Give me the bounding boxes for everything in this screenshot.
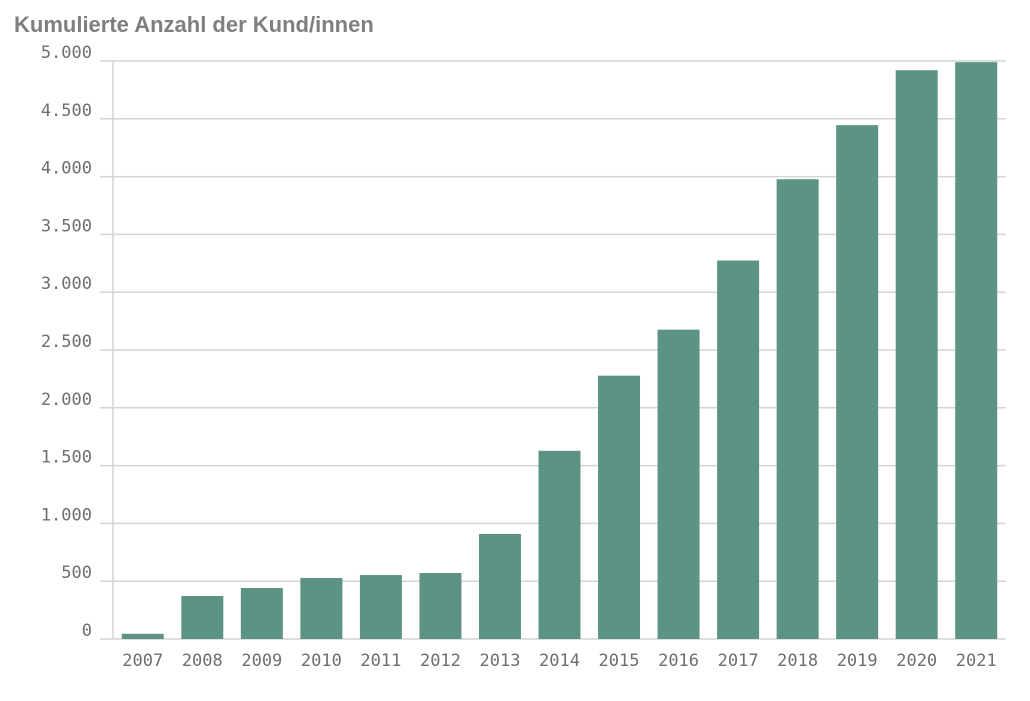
x-tick-label: 2018: [777, 651, 818, 671]
x-tick-label: 2009: [241, 651, 282, 671]
y-tick-label: 1.500: [41, 448, 92, 468]
y-tick-label: 4.500: [41, 101, 92, 121]
x-tick-label: 2017: [718, 651, 759, 671]
y-tick-label: 500: [61, 563, 92, 583]
x-tick-label: 2020: [896, 651, 937, 671]
x-tick-label: 2012: [420, 651, 461, 671]
bar-2015: [598, 375, 641, 639]
x-tick-label: 2010: [301, 651, 342, 671]
y-tick-label: 0: [82, 621, 92, 641]
x-tick-label: 2011: [360, 651, 401, 671]
y-tick-label: 5.000: [41, 43, 92, 63]
bar-2021: [955, 62, 998, 639]
bar-2009: [240, 588, 283, 639]
bar-2013: [478, 533, 521, 639]
x-tick-label: 2007: [122, 651, 163, 671]
x-tick-label: 2008: [182, 651, 223, 671]
x-tick-label: 2016: [658, 651, 699, 671]
bar-2019: [836, 125, 879, 639]
x-tick-label: 2015: [599, 651, 640, 671]
y-tick-label: 3.500: [41, 216, 92, 236]
bar-2017: [717, 260, 760, 639]
x-tick-label: 2021: [956, 651, 997, 671]
bar-2018: [776, 179, 819, 640]
bar-2016: [657, 329, 700, 639]
y-tick-label: 2.000: [41, 390, 92, 410]
bar-2008: [181, 595, 224, 639]
x-tick-label: 2013: [479, 651, 520, 671]
bar-2020: [895, 70, 938, 640]
bar-2011: [359, 575, 402, 639]
x-tick-label: 2019: [837, 651, 878, 671]
y-tick-label: 3.000: [41, 274, 92, 294]
bar-2007: [121, 633, 164, 639]
bar-2014: [538, 450, 581, 639]
x-tick-label: 2014: [539, 651, 580, 671]
bar-2012: [419, 572, 462, 639]
y-tick-label: 4.000: [41, 159, 92, 179]
y-tick-label: 1.000: [41, 505, 92, 525]
bar-2010: [300, 577, 343, 639]
chart-title: Kumulierte Anzahl der Kund/innen: [14, 12, 374, 37]
y-tick-label: 2.500: [41, 332, 92, 352]
